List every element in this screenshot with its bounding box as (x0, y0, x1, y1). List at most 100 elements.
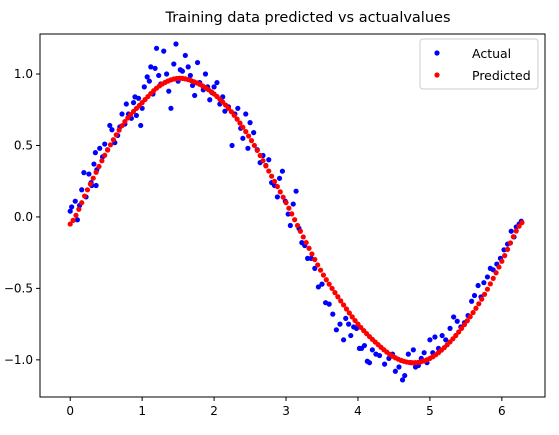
predicted-point (254, 147, 260, 154)
predicted-point (467, 314, 473, 320)
actual-point (93, 182, 99, 189)
predicted-point (125, 115, 131, 121)
predicted-point (329, 285, 335, 292)
predicted-point (340, 302, 347, 308)
x-tick-label: 6 (498, 404, 506, 418)
predicted-point (349, 314, 355, 320)
predicted-point (300, 234, 306, 240)
predicted-point (289, 211, 295, 217)
predicted-point (464, 318, 470, 324)
actual-point (346, 321, 352, 327)
actual-point (439, 332, 445, 339)
actual-point (361, 342, 368, 349)
actual-point (366, 360, 373, 366)
actual-point (421, 350, 427, 356)
predicted-point (481, 291, 488, 297)
actual-point (340, 337, 347, 343)
predicted-point (260, 158, 266, 164)
x-tick-label: 0 (66, 404, 74, 418)
predicted-point (248, 138, 255, 144)
predicted-point (312, 256, 318, 263)
actual-point (211, 84, 217, 90)
actual-point (135, 95, 142, 101)
predicted-point (93, 169, 99, 175)
predicted-point (493, 270, 499, 276)
actual-point (148, 64, 154, 70)
actual-point (405, 351, 411, 357)
predicted-point (105, 147, 111, 153)
predicted-point (84, 187, 91, 193)
actual-point (287, 222, 293, 229)
predicted-point (343, 306, 350, 312)
predicted-point (323, 277, 329, 283)
actual-point (240, 135, 246, 141)
predicted-point (490, 275, 496, 281)
legend-marker (434, 50, 440, 56)
actual-point (152, 65, 158, 71)
actual-point (179, 68, 186, 74)
actual-point (97, 145, 103, 151)
predicted-point (303, 239, 309, 246)
predicted-point (496, 264, 502, 270)
predicted-point (113, 132, 119, 138)
actual-point (475, 282, 481, 289)
actual-point (133, 112, 139, 119)
predicted-point (110, 137, 116, 143)
predicted-point (82, 193, 88, 199)
predicted-point (317, 267, 324, 273)
actual-point (266, 157, 272, 163)
actual-point (443, 337, 449, 343)
predicted-point (102, 152, 108, 158)
predicted-point (461, 322, 468, 328)
actual-point (293, 188, 299, 194)
actual-point (185, 64, 191, 70)
predicted-point (294, 222, 301, 229)
actual-point (427, 337, 433, 343)
legend: Actual Predicted (419, 38, 539, 90)
y-tick-label: 0.0 (14, 210, 33, 224)
actual-point (326, 301, 332, 307)
actual-point (245, 145, 251, 151)
predicted-point (335, 294, 341, 300)
actual-point (410, 347, 416, 353)
actual-point (207, 97, 213, 103)
actual-point (279, 168, 286, 174)
actual-point (508, 228, 514, 234)
x-tick-label: 5 (426, 404, 434, 418)
predicted-point (99, 158, 105, 164)
legend-marker (434, 72, 440, 78)
predicted-point (116, 127, 122, 133)
actual-point (305, 255, 311, 261)
actual-point (290, 201, 296, 207)
actual-point (119, 111, 125, 117)
x-tick-label: 2 (210, 404, 218, 418)
actual-point (173, 41, 179, 47)
y-tick-label: 1.0 (14, 67, 33, 81)
y-tick-label: −1.0 (4, 353, 33, 367)
predicted-point (90, 175, 96, 181)
predicted-point (231, 112, 237, 118)
actual-point (102, 141, 108, 147)
actual-point (164, 71, 170, 77)
actual-point (69, 204, 75, 210)
actual-point (319, 281, 325, 287)
actual-point (353, 325, 360, 331)
predicted-point (70, 217, 76, 223)
predicted-point (519, 220, 525, 226)
actual-point (107, 122, 113, 129)
chart-title: Training data predicted vs actualvalues (164, 10, 450, 26)
actual-point (144, 74, 150, 80)
actual-point (202, 71, 209, 77)
actual-point (274, 194, 280, 200)
actual-point (92, 150, 98, 156)
actual-point (91, 161, 97, 167)
predicted-point (107, 142, 114, 148)
actual-point (161, 48, 167, 54)
predicted-point (507, 240, 514, 246)
actual-point (182, 52, 188, 59)
predicted-point (338, 298, 344, 304)
y-tick-label: 0.5 (14, 138, 33, 152)
predicted-point (458, 325, 465, 331)
actual-point (399, 377, 406, 383)
predicted-point (487, 281, 493, 287)
